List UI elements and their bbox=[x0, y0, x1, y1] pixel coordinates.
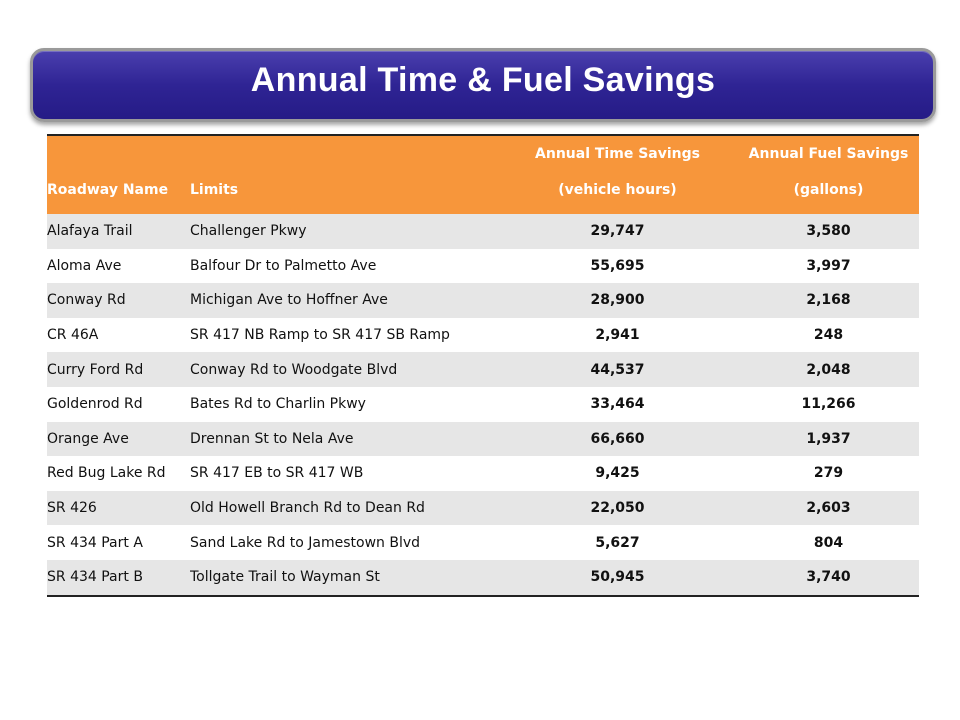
table-row: Orange Ave Drennan St to Nela Ave 66,660… bbox=[47, 421, 919, 457]
cell-limits: Conway Rd to Woodgate Blvd bbox=[190, 361, 398, 378]
table-header: Roadway Name Limits Annual Time Savings … bbox=[47, 135, 919, 214]
cell-time-savings: 66,660 bbox=[590, 430, 645, 447]
cell-limits: Tollgate Trail to Wayman St bbox=[190, 569, 380, 586]
table-row: Curry Ford Rd Conway Rd to Woodgate Blvd… bbox=[47, 352, 919, 387]
table-row: CR 46A SR 417 NB Ramp to SR 417 SB Ramp … bbox=[47, 317, 919, 353]
page-title: Annual Time & Fuel Savings bbox=[250, 61, 716, 99]
cell-fuel-savings: 248 bbox=[813, 327, 844, 344]
cell-roadway: Conway Rd bbox=[47, 292, 126, 309]
header-time-savings-line1: Annual Time Savings bbox=[535, 146, 700, 162]
title-banner: Annual Time & Fuel Savings bbox=[30, 48, 936, 122]
header-roadway-name: Roadway Name bbox=[47, 182, 169, 198]
cell-roadway: SR 434 Part B bbox=[47, 569, 143, 586]
cell-fuel-savings: 804 bbox=[813, 534, 844, 551]
savings-table-container: Roadway Name Limits Annual Time Savings … bbox=[47, 134, 919, 597]
cell-time-savings: 29,747 bbox=[590, 223, 645, 240]
cell-time-savings: 28,900 bbox=[590, 292, 645, 309]
cell-roadway: SR 434 Part A bbox=[47, 534, 143, 551]
cell-roadway: Aloma Ave bbox=[47, 257, 122, 274]
table-row: SR 434 Part A Sand Lake Rd to Jamestown … bbox=[47, 525, 919, 560]
cell-fuel-savings: 3,740 bbox=[806, 569, 851, 586]
cell-limits: Challenger Pkwy bbox=[190, 223, 307, 240]
cell-fuel-savings: 2,168 bbox=[806, 292, 851, 309]
cell-limits: Balfour Dr to Palmetto Ave bbox=[190, 257, 377, 274]
cell-limits: SR 417 NB Ramp to SR 417 SB Ramp bbox=[190, 327, 450, 344]
cell-fuel-savings: 279 bbox=[813, 465, 844, 482]
cell-fuel-savings: 3,580 bbox=[806, 223, 851, 240]
cell-limits: Drennan St to Nela Ave bbox=[190, 430, 354, 447]
header-row: Roadway Name Limits Annual Time Savings … bbox=[47, 135, 919, 214]
table-row: SR 426 Old Howell Branch Rd to Dean Rd 2… bbox=[47, 490, 919, 526]
cell-limits: Michigan Ave to Hoffner Ave bbox=[190, 292, 388, 309]
cell-roadway: Red Bug Lake Rd bbox=[47, 465, 166, 482]
cell-time-savings: 44,537 bbox=[590, 361, 645, 378]
cell-limits: Old Howell Branch Rd to Dean Rd bbox=[190, 500, 425, 517]
header-fuel-savings: Annual Fuel Savings (gallons) bbox=[740, 135, 919, 214]
cell-roadway: Alafaya Trail bbox=[47, 223, 133, 240]
cell-fuel-savings: 2,603 bbox=[806, 500, 851, 517]
table-row: Alafaya Trail Challenger Pkwy 29,747 3,5… bbox=[47, 214, 919, 249]
table-row: Conway Rd Michigan Ave to Hoffner Ave 28… bbox=[47, 283, 919, 318]
table-row: Aloma Ave Balfour Dr to Palmetto Ave 55,… bbox=[47, 248, 919, 284]
cell-roadway: Orange Ave bbox=[47, 430, 129, 447]
header-fuel-savings-line2: (gallons) bbox=[793, 182, 864, 198]
cell-time-savings: 2,941 bbox=[595, 327, 640, 344]
header-time-savings-line2: (vehicle hours) bbox=[558, 182, 677, 198]
cell-roadway: CR 46A bbox=[47, 327, 99, 344]
cell-time-savings: 22,050 bbox=[590, 500, 645, 517]
cell-time-savings: 5,627 bbox=[595, 534, 640, 551]
cell-time-savings: 50,945 bbox=[590, 569, 645, 586]
table-body: Alafaya Trail Challenger Pkwy 29,747 3,5… bbox=[47, 214, 919, 596]
header-time-savings: Annual Time Savings (vehicle hours) bbox=[497, 135, 740, 214]
cell-roadway: SR 426 bbox=[47, 500, 97, 517]
cell-fuel-savings: 11,266 bbox=[801, 396, 856, 413]
cell-limits: Sand Lake Rd to Jamestown Blvd bbox=[190, 534, 421, 551]
table-row: SR 434 Part B Tollgate Trail to Wayman S… bbox=[47, 559, 919, 596]
table-row: Red Bug Lake Rd SR 417 EB to SR 417 WB 9… bbox=[47, 456, 919, 491]
cell-roadway: Goldenrod Rd bbox=[47, 396, 143, 413]
table-row: Goldenrod Rd Bates Rd to Charlin Pkwy 33… bbox=[47, 386, 919, 422]
cell-fuel-savings: 2,048 bbox=[806, 361, 851, 378]
cell-limits: SR 417 EB to SR 417 WB bbox=[190, 465, 364, 482]
cell-time-savings: 55,695 bbox=[590, 257, 645, 274]
savings-table: Roadway Name Limits Annual Time Savings … bbox=[47, 134, 919, 597]
cell-fuel-savings: 1,937 bbox=[806, 430, 851, 447]
header-fuel-savings-line1: Annual Fuel Savings bbox=[748, 146, 909, 162]
cell-roadway: Curry Ford Rd bbox=[47, 361, 144, 378]
cell-fuel-savings: 3,997 bbox=[806, 257, 851, 274]
header-limits: Limits bbox=[190, 182, 239, 198]
cell-time-savings: 33,464 bbox=[590, 396, 645, 413]
cell-limits: Bates Rd to Charlin Pkwy bbox=[190, 396, 366, 413]
cell-time-savings: 9,425 bbox=[595, 465, 640, 482]
